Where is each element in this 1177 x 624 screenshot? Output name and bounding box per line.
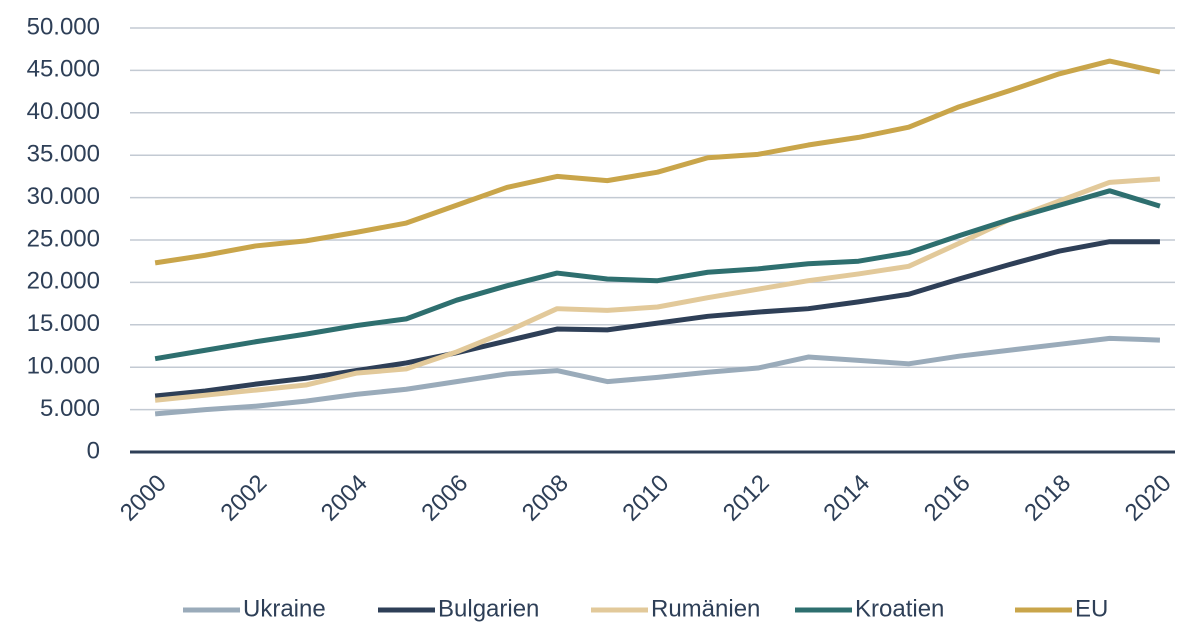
y-tick-label: 25.000 [27, 225, 100, 252]
y-tick-label: 0 [87, 437, 100, 464]
legend-label: Kroatien [855, 595, 944, 622]
x-tick-label: 2014 [818, 470, 875, 527]
y-tick-label: 5.000 [40, 395, 100, 422]
x-tick-label: 2016 [919, 470, 976, 527]
x-tick-label: 2000 [115, 470, 172, 527]
x-tick-label: 2010 [617, 470, 674, 527]
x-tick-label: 2006 [416, 470, 473, 527]
x-tick-label: 2002 [215, 470, 272, 527]
x-tick-label: 2008 [517, 470, 574, 527]
y-tick-label: 20.000 [27, 268, 100, 295]
legend-label: Rumänien [651, 595, 760, 622]
x-tick-label: 2018 [1019, 470, 1076, 527]
y-tick-label: 50.000 [27, 13, 100, 40]
legend-label: Ukraine [243, 595, 326, 622]
legend-label: Bulgarien [438, 595, 539, 622]
x-tick-label: 2020 [1120, 470, 1177, 527]
series-line [154, 335, 1161, 417]
series-line [154, 188, 1161, 362]
y-tick-label: 45.000 [27, 56, 100, 83]
y-tick-label: 35.000 [27, 141, 100, 168]
y-tick-label: 40.000 [27, 98, 100, 125]
series-line [154, 58, 1161, 266]
y-tick-label: 30.000 [27, 183, 100, 210]
x-tick-label: 2004 [316, 470, 373, 527]
x-tick-label: 2012 [718, 470, 775, 527]
y-tick-label: 15.000 [27, 310, 100, 337]
y-tick-label: 10.000 [27, 353, 100, 380]
series-line [154, 239, 1160, 399]
legend-label: EU [1075, 595, 1108, 622]
